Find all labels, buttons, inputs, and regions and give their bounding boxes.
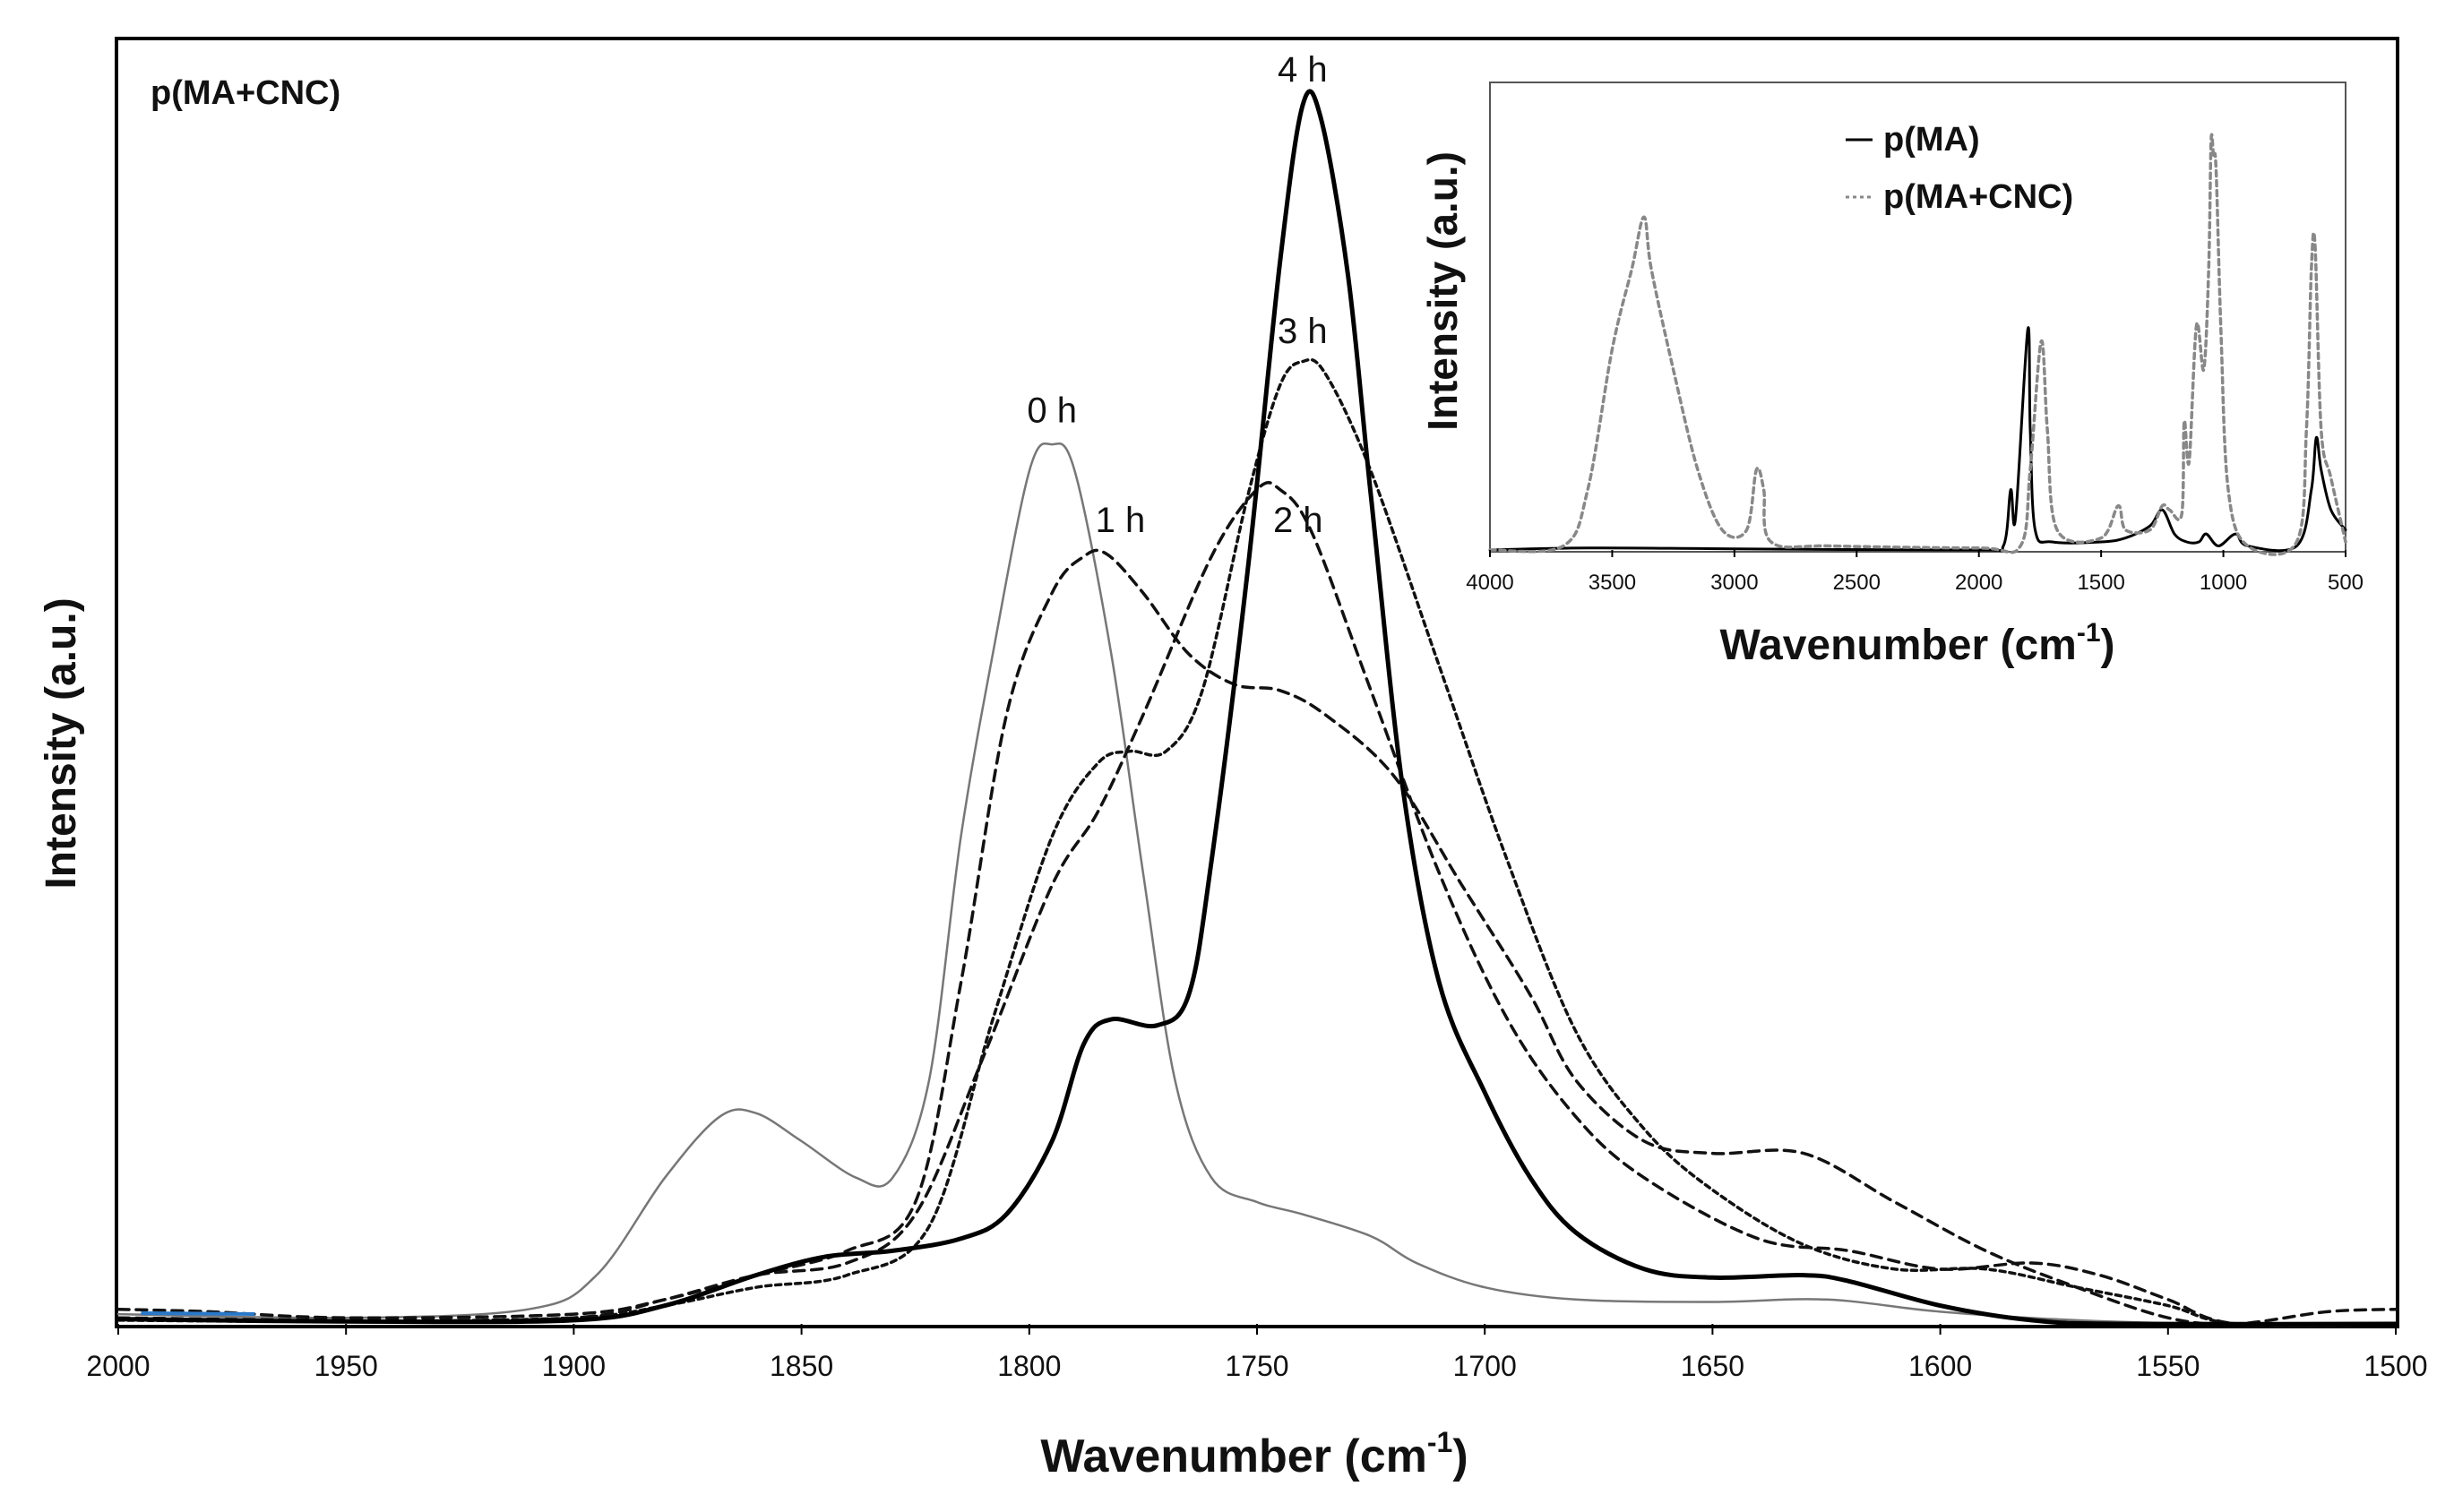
legend-label-pma: p(MA)	[1883, 121, 1980, 159]
main-series-2-h	[116, 481, 2398, 1327]
main-x-tick-label: 1950	[314, 1350, 378, 1382]
inset-x-tick-label: 1000	[2200, 571, 2247, 595]
main-series-0-h	[116, 442, 2398, 1326]
inset-legend: p(MA) p(MA+CNC)	[1846, 121, 2073, 216]
main-x-axis-label-sup: -1	[1427, 1426, 1452, 1458]
main-annotation-1h: 1 h	[1096, 501, 1146, 540]
inset-x-tick-label: 3000	[1710, 571, 1758, 595]
main-x-tick-label: 1500	[2364, 1350, 2427, 1382]
main-x-tick-label: 2000	[86, 1350, 150, 1382]
main-x-tick-label: 1650	[1681, 1350, 1744, 1382]
inset-series-p-ma-cnc	[1488, 133, 2347, 556]
inset-x-tick-label: 3500	[1589, 571, 1636, 595]
main-baseline-marker	[141, 1311, 255, 1316]
main-plot-area: 0 h 1 h 2 h 3 h 4 h	[116, 50, 2398, 1327]
main-series-3-h	[116, 357, 2398, 1327]
main-x-tick-label: 1700	[1453, 1350, 1517, 1382]
main-annotation-0h: 0 h	[1027, 391, 1077, 431]
inset-x-tick-label: 2500	[1833, 571, 1881, 595]
main-x-tick-label: 1600	[1908, 1350, 1972, 1382]
inset-x-axis-label: Wavenumber (cm-1)	[1720, 618, 2115, 669]
inset-x-tick-label: 4000	[1466, 571, 1513, 595]
main-chart-title: p(MA+CNC)	[151, 74, 340, 112]
main-x-tick-label: 1550	[2136, 1350, 2200, 1382]
main-x-axis: 2000 1950 1900 1850 1800 1750 1700 1650 1600 1550…	[86, 1324, 2428, 1382]
main-x-axis-label: Wavenumber (cm-1)	[1040, 1426, 1468, 1482]
inset-x-tick-label: 2000	[1955, 571, 2002, 595]
inset-x-tick-label: 1500	[2077, 571, 2124, 595]
inset-x-axis-label-close: )	[2101, 622, 2115, 669]
main-annotation-2h: 2 h	[1273, 501, 1323, 540]
inset-x-axis-label-text: Wavenumber (cm	[1720, 622, 2077, 669]
inset-x-axis-label-sup: -1	[2077, 618, 2101, 648]
main-annotation-3h: 3 h	[1278, 312, 1328, 351]
main-annotation-4h: 4 h	[1278, 50, 1328, 90]
main-series-4-h	[116, 89, 2398, 1327]
inset-plot-frame	[1489, 82, 2346, 553]
inset-y-axis-label: Intensity (a.u.)	[1419, 151, 1466, 431]
legend-label-pmacnc: p(MA+CNC)	[1883, 178, 2073, 216]
inset-plot-area	[1488, 133, 2347, 556]
inset-x-axis: 4000 3500 3000 2500 2000 1500 1000 500	[1466, 550, 2364, 595]
inset-background	[1485, 79, 2346, 552]
main-x-axis-label-text: Wavenumber (cm	[1040, 1430, 1427, 1482]
main-x-axis-label-close: )	[1452, 1430, 1468, 1482]
main-y-axis-label: Intensity (a.u.)	[38, 597, 85, 889]
main-x-tick-label: 1750	[1225, 1350, 1288, 1382]
main-x-tick-label: 1800	[997, 1350, 1061, 1382]
inset-x-tick-label: 500	[2328, 571, 2364, 595]
main-x-tick-label: 1850	[770, 1350, 833, 1382]
main-x-tick-label: 1900	[542, 1350, 606, 1382]
